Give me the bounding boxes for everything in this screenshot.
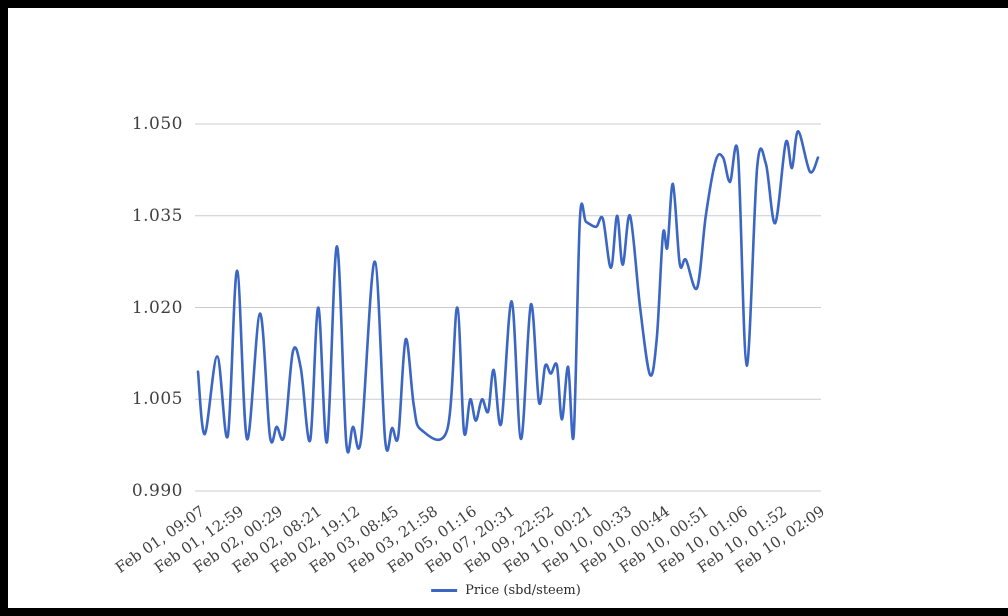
- y-axis-tick-label: 1.035: [131, 206, 183, 226]
- y-axis-tick-label: 1.050: [131, 114, 183, 134]
- y-axis-tick-label: 1.020: [131, 298, 183, 318]
- frame-border-top: [0, 0, 1008, 8]
- legend-line-swatch: [431, 589, 458, 592]
- y-axis-tick-label: 1.005: [131, 389, 183, 409]
- y-axis-tick-label: 0.990: [131, 481, 183, 501]
- legend-label: Price (sbd/steem): [465, 583, 581, 598]
- price-line-series: [196, 129, 820, 454]
- legend: Price (sbd/steem): [431, 583, 581, 598]
- frame-border-left: [0, 0, 8, 616]
- frame-border-bottom: [0, 608, 1008, 616]
